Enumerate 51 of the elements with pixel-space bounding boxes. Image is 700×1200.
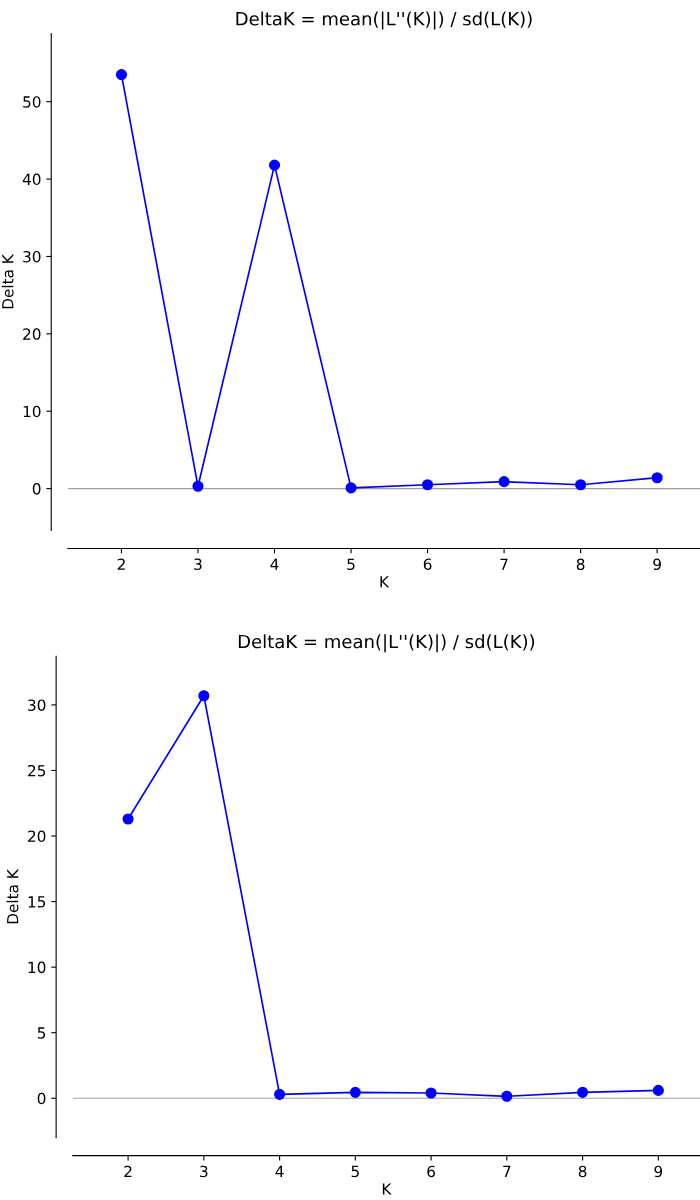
- chart-title: DeltaK = mean(|L''(K)|) / sd(L(K)): [238, 634, 535, 653]
- y-axis-title: Delta K: [1, 253, 14, 309]
- point: [192, 480, 204, 492]
- point: [501, 1090, 513, 1102]
- y-tick-label: 20: [28, 830, 46, 843]
- point: [651, 472, 663, 484]
- y-tick-label: 0: [32, 483, 41, 495]
- y-tick-label: 15: [28, 896, 46, 908]
- x-tick-label: 9: [654, 1165, 663, 1178]
- x-tick-label: 8: [578, 1165, 587, 1178]
- x-tick-label: 7: [503, 1165, 511, 1177]
- x-tick-label: 8: [576, 558, 585, 570]
- y-tick-label: 30: [23, 250, 41, 263]
- y-tick-label: 30: [28, 699, 46, 711]
- y-tick-label: 50: [23, 96, 41, 108]
- x-tick-label: 4: [275, 1165, 284, 1177]
- point: [122, 813, 134, 825]
- y-tick-label: 10: [28, 961, 46, 974]
- y-tick-label: 40: [22, 173, 41, 186]
- point: [274, 1088, 286, 1100]
- y-tick-label: 0: [37, 1092, 46, 1105]
- x-axis-title: K: [380, 576, 390, 588]
- point: [345, 482, 357, 494]
- point: [652, 1084, 664, 1096]
- x-tick-label: 4: [270, 558, 279, 570]
- point: [422, 479, 434, 491]
- x-tick-label: 3: [194, 558, 202, 570]
- x-tick-label: 2: [124, 1165, 132, 1177]
- y-tick-label: 25: [28, 764, 46, 777]
- x-tick-label: 7: [500, 558, 508, 570]
- y-axis-title: Delta K: [6, 868, 19, 924]
- point: [577, 1086, 589, 1098]
- point: [198, 690, 210, 702]
- point: [498, 476, 510, 488]
- point: [575, 479, 587, 491]
- y-tick-label: 10: [23, 405, 41, 418]
- y-tick-label: 5: [37, 1027, 46, 1039]
- x-tick-label: 2: [117, 558, 125, 570]
- x-tick-label: 6: [423, 558, 432, 570]
- x-tick-label: 5: [351, 1165, 359, 1178]
- y-tick-label: 20: [23, 328, 41, 340]
- point: [268, 159, 281, 171]
- x-tick-label: 9: [653, 558, 661, 570]
- x-axis-title: K: [382, 1183, 392, 1195]
- x-tick-label: 5: [347, 558, 355, 570]
- chart-title: DeltaK = mean(|L''(K)|) / sd(L(K)): [236, 11, 532, 30]
- point: [425, 1087, 437, 1099]
- x-tick-label: 6: [427, 1165, 435, 1178]
- point: [115, 69, 128, 81]
- point: [349, 1086, 361, 1098]
- x-tick-label: 3: [200, 1165, 208, 1178]
